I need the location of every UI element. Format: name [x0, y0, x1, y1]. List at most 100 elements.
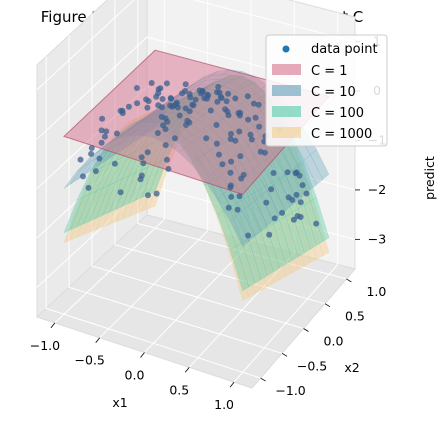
data-point: [159, 96, 166, 102]
legend-label-c100: C = 100: [311, 106, 364, 121]
surface-patch: [260, 190, 281, 222]
data-point: [207, 107, 214, 114]
surface-patch: [242, 238, 262, 284]
x-grid-line: [144, 0, 252, 353]
surface-patch: [76, 152, 97, 172]
data-point: [165, 165, 172, 172]
floor-pane: [36, 214, 356, 389]
data-point: [271, 215, 278, 222]
data-point: [77, 156, 84, 163]
surface-patch: [235, 242, 256, 288]
data-point: [162, 115, 169, 122]
data-point: [256, 123, 263, 130]
z-axis-label: predict: [422, 156, 437, 200]
y-grid-line: [45, 56, 261, 379]
data-point: [167, 102, 174, 109]
data-point: [159, 104, 165, 111]
surface-patch: [76, 190, 97, 228]
surface-patch: [260, 227, 280, 273]
legend-label-c1000: C = 1000: [311, 127, 372, 142]
data-point: [145, 192, 151, 199]
surface-patch: [229, 245, 250, 292]
surface-patch: [303, 154, 324, 185]
surface-patch: [229, 203, 249, 243]
data-point: [155, 86, 162, 93]
data-point: [268, 186, 275, 193]
surface-patch: [235, 248, 256, 298]
data-point: [225, 204, 232, 211]
data-point: [255, 101, 262, 108]
surface-patch: [297, 162, 317, 202]
x-grid-line: [54, 0, 165, 324]
surface-patch: [260, 184, 280, 225]
surface-patch: [122, 169, 143, 207]
x-grid-line: [99, 0, 209, 339]
y-grid-line: [91, 14, 304, 329]
data-point: [96, 155, 103, 162]
data-point: [176, 112, 183, 119]
legend-frame: [265, 34, 388, 147]
data-point: [117, 189, 124, 196]
surface-patch: [247, 192, 268, 232]
surface-patch: [272, 177, 293, 217]
legend-label-c10: C = 10: [311, 85, 356, 100]
surface-patch: [285, 221, 305, 270]
data-point: [215, 83, 222, 90]
x-axis-label: x1: [112, 395, 127, 410]
y-tick-mark: [324, 303, 331, 308]
surface-patch: [82, 169, 103, 204]
data-point: [214, 89, 220, 96]
x-tick-label: 0.0: [125, 368, 145, 383]
surface-patch: [102, 186, 123, 228]
surface-patch: [248, 241, 268, 291]
data-point: [279, 209, 286, 216]
y-grid-line: [68, 35, 283, 354]
data-point: [119, 107, 126, 114]
data-point: [227, 184, 234, 191]
data-point: [219, 161, 226, 168]
surface-patch: [96, 189, 117, 231]
y-tick-label: −0.5: [297, 358, 327, 373]
data-point: [228, 158, 235, 165]
surface-patch: [248, 200, 268, 232]
data-point: [297, 199, 304, 206]
surface-patch: [108, 159, 129, 194]
surface-patch: [310, 207, 330, 257]
data-point: [172, 135, 178, 142]
data-point: [228, 130, 234, 137]
x-tick-mark: [184, 367, 190, 373]
surface-patch: [272, 180, 293, 211]
y-tick-mark: [281, 352, 288, 357]
data-point: [232, 95, 239, 102]
surface-patch: [109, 184, 130, 225]
data-point: [227, 169, 234, 176]
surface-patch: [229, 252, 250, 302]
data-point: [227, 136, 234, 142]
surface-patch: [115, 172, 136, 210]
surface-patch: [254, 230, 274, 276]
data-point: [225, 90, 232, 97]
surface-patch: [216, 210, 237, 251]
data-point: [98, 139, 105, 146]
data-point: [85, 184, 92, 191]
data-point: [214, 98, 221, 105]
surface-patch: [279, 224, 299, 274]
data-point: [154, 130, 161, 136]
data-point: [182, 105, 189, 112]
data-point: [153, 93, 160, 100]
data-point: [245, 116, 252, 123]
data-point: [192, 96, 199, 103]
data-point: [103, 128, 110, 135]
surface-patch: [242, 245, 262, 295]
surface-patch: [223, 210, 243, 253]
x-tick-mark: [50, 322, 56, 329]
data-point: [222, 106, 229, 113]
legend-swatch-c10: [272, 85, 301, 96]
data-point: [232, 137, 239, 144]
legend-swatch-c100: [272, 106, 301, 117]
data-point: [266, 231, 273, 238]
data-point: [240, 171, 247, 178]
data-point: [153, 190, 160, 197]
z-tick-label: −3: [368, 231, 386, 246]
surface-patch: [102, 161, 123, 196]
